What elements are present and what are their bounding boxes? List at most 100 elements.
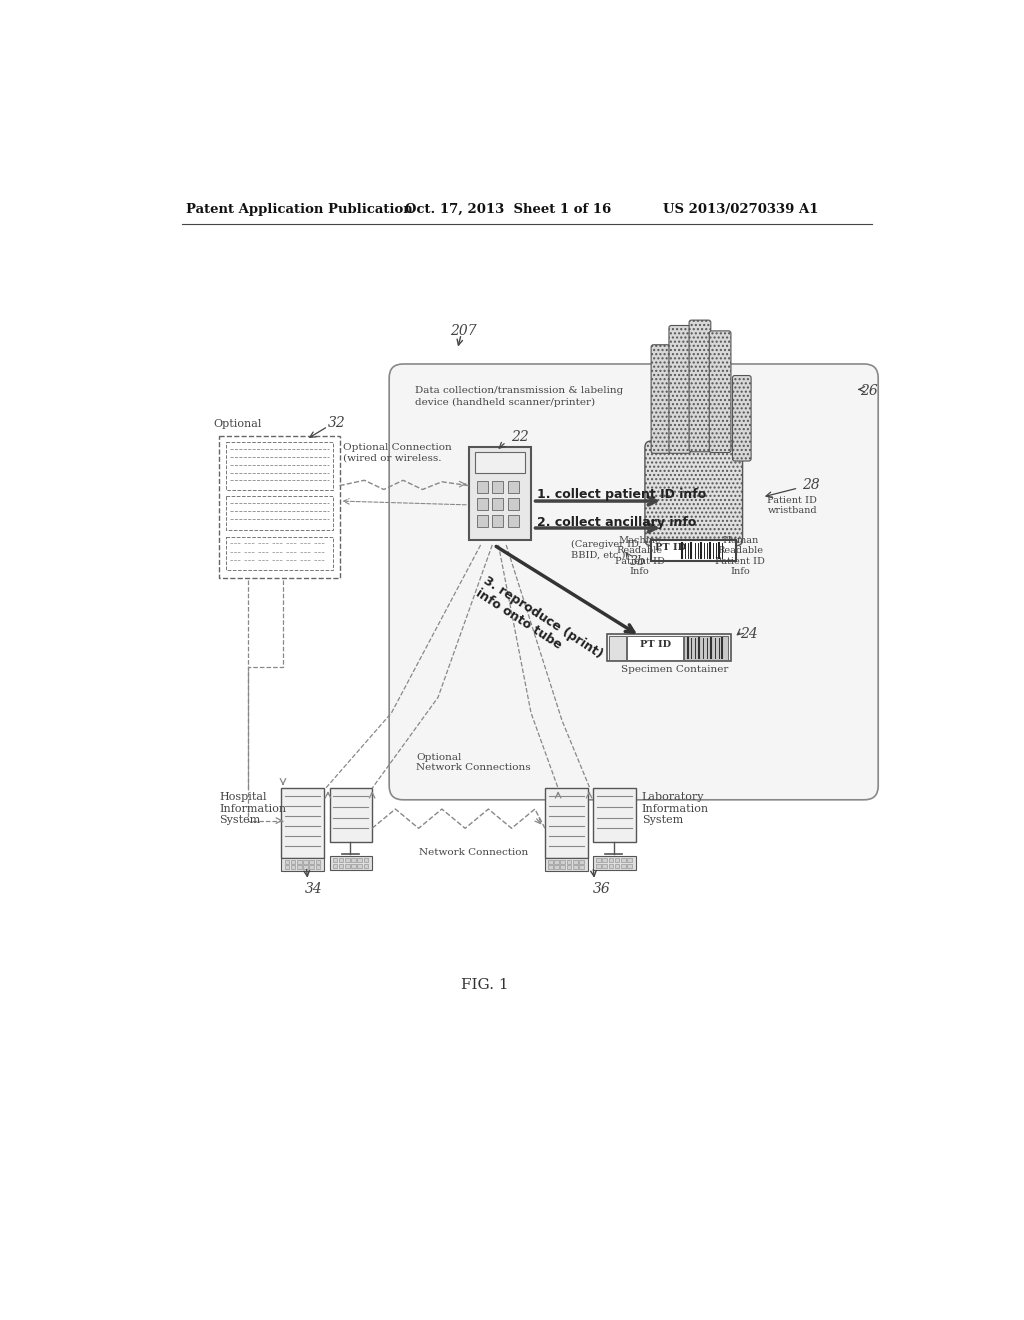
Bar [475, 451, 524, 474]
Text: (Caregiver ID,
BBID, etc.): (Caregiver ID, BBID, etc.) [571, 540, 642, 560]
Bar [282, 858, 324, 871]
Bar [593, 788, 636, 842]
Bar [493, 480, 503, 494]
Bar [303, 859, 308, 863]
Bar [364, 863, 369, 867]
Bar [291, 859, 295, 863]
Bar [469, 447, 531, 540]
Bar [297, 866, 302, 869]
FancyBboxPatch shape [732, 376, 751, 461]
Bar [579, 859, 584, 863]
Bar [330, 855, 372, 870]
Bar [572, 859, 578, 863]
Bar [225, 496, 334, 531]
Text: 3. reproduce (print)
info onto tube: 3. reproduce (print) info onto tube [473, 574, 605, 673]
Text: Optional
Network Connections: Optional Network Connections [417, 752, 530, 772]
Bar [339, 863, 343, 867]
Bar [364, 858, 369, 862]
Text: Patient ID
wristband: Patient ID wristband [767, 496, 817, 515]
Bar [291, 866, 295, 869]
Text: 32: 32 [328, 416, 346, 430]
Bar [508, 480, 518, 494]
Bar [608, 863, 613, 867]
Bar [596, 863, 601, 867]
Bar [621, 863, 626, 867]
Bar [621, 858, 626, 862]
Bar [602, 863, 607, 867]
Bar [493, 515, 503, 527]
Bar [282, 788, 324, 858]
Bar [285, 866, 289, 869]
Bar [602, 858, 607, 862]
Bar [357, 863, 362, 867]
Text: 28: 28 [802, 478, 820, 492]
Bar [285, 859, 289, 863]
Bar [493, 498, 503, 511]
Bar [477, 515, 487, 527]
Text: Specimen Container: Specimen Container [621, 665, 728, 675]
Bar [560, 866, 565, 869]
Text: 34: 34 [305, 882, 323, 896]
Text: Network Connection: Network Connection [419, 847, 528, 857]
Bar [545, 858, 588, 871]
Text: 24: 24 [740, 627, 758, 640]
Bar [345, 858, 349, 862]
FancyBboxPatch shape [669, 326, 690, 453]
Bar [627, 858, 632, 862]
Bar [554, 866, 559, 869]
Text: 207: 207 [450, 323, 476, 338]
Bar [477, 480, 487, 494]
Text: Data collection/transmission & labeling
device (handheld scanner/printer): Data collection/transmission & labeling … [415, 385, 623, 407]
Bar [219, 436, 340, 578]
Text: Optional: Optional [213, 418, 261, 429]
Bar [330, 788, 372, 842]
Bar [608, 636, 626, 660]
Bar [579, 866, 584, 869]
Text: US 2013/0270339 A1: US 2013/0270339 A1 [663, 203, 818, 216]
Bar [477, 498, 487, 511]
Text: 22: 22 [511, 430, 528, 445]
Text: 3b: 3b [630, 554, 645, 568]
Text: 1. collect patient ID info: 1. collect patient ID info [538, 488, 707, 502]
Text: Machine
Readable
Patient ID
Info: Machine Readable Patient ID Info [614, 536, 665, 576]
Bar [608, 858, 613, 862]
Text: Hospital
Information
System: Hospital Information System [219, 792, 287, 825]
Bar [315, 859, 321, 863]
Bar [315, 866, 321, 869]
Bar [357, 858, 362, 862]
Text: Optional Connection
(wired or wireless.: Optional Connection (wired or wireless. [343, 444, 453, 463]
Text: PT ID: PT ID [655, 543, 686, 552]
Bar [351, 863, 356, 867]
Bar [651, 540, 736, 561]
Bar [554, 859, 559, 863]
Bar [548, 866, 553, 869]
Text: Patent Application Publication: Patent Application Publication [186, 203, 413, 216]
Bar [303, 866, 308, 869]
Bar [566, 866, 571, 869]
Text: Laboratory
Information
System: Laboratory Information System [642, 792, 709, 825]
Bar [627, 636, 683, 660]
Text: Oct. 17, 2013  Sheet 1 of 16: Oct. 17, 2013 Sheet 1 of 16 [406, 203, 611, 216]
Bar [614, 858, 620, 862]
Bar [508, 498, 518, 511]
FancyBboxPatch shape [689, 321, 711, 451]
Bar [607, 635, 731, 661]
Bar [614, 863, 620, 867]
Bar [627, 863, 632, 867]
Text: FIG. 1: FIG. 1 [461, 978, 509, 993]
FancyBboxPatch shape [389, 364, 879, 800]
Bar [345, 863, 349, 867]
Bar [309, 859, 314, 863]
Bar [684, 636, 728, 660]
Bar [560, 859, 565, 863]
Bar [593, 855, 636, 870]
Text: PT ID: PT ID [640, 640, 671, 649]
Bar [572, 866, 578, 869]
Bar [545, 788, 588, 858]
Bar [297, 859, 302, 863]
FancyBboxPatch shape [645, 441, 742, 545]
Bar [548, 859, 553, 863]
Text: Human
Readable
Patient ID
Info: Human Readable Patient ID Info [716, 536, 765, 576]
Bar [225, 442, 334, 490]
Bar [333, 858, 337, 862]
